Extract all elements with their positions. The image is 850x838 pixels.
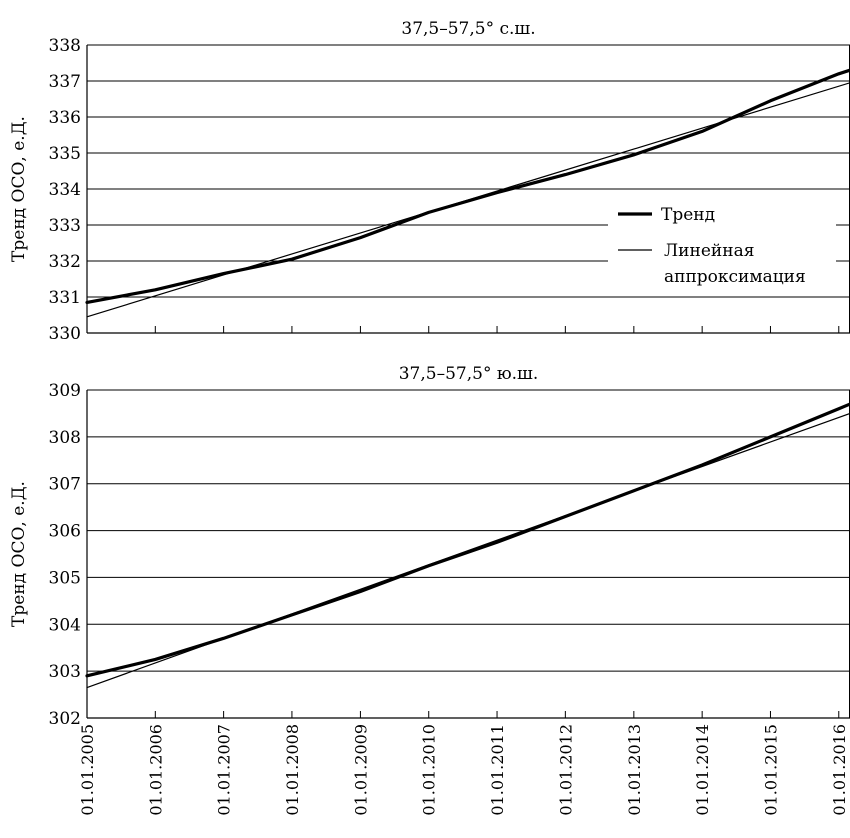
x-tick-label: 01.01.2005 bbox=[78, 724, 97, 816]
x-tick-label: 01.01.2007 bbox=[215, 724, 234, 816]
chart-panel-2: 37,5–57,5° ю.ш. 302 303 304 305 306 307 308 309 Т… bbox=[9, 364, 850, 816]
x-tick-label: 01.01.2008 bbox=[283, 724, 302, 816]
legend-label-linear-fit-line2: аппроксимация bbox=[664, 267, 806, 287]
panel-title: 37,5–57,5° с.ш. bbox=[401, 19, 535, 39]
y-tick-label: 332 bbox=[49, 252, 81, 272]
y-tick-label: 330 bbox=[49, 324, 81, 344]
chart-panel-1: 37,5–57,5° с.ш. 330 331 332 333 334 335 336 337 3… bbox=[9, 19, 850, 344]
legend: Тренд Линейная аппроксимация bbox=[608, 198, 836, 294]
x-tick-label: 01.01.2014 bbox=[693, 724, 712, 816]
series-line-linear-fit bbox=[86, 412, 850, 689]
y-tick-label: 309 bbox=[49, 381, 81, 401]
legend-label-linear-fit: Линейная bbox=[664, 241, 754, 261]
x-tick-label: 01.01.2010 bbox=[420, 724, 439, 816]
y-tick-label: 333 bbox=[49, 216, 81, 236]
x-tick-label: 01.01.2011 bbox=[488, 724, 507, 816]
y-tick-label: 338 bbox=[49, 36, 81, 56]
series-line-trend bbox=[85, 68, 850, 304]
x-tick-label: 01.01.2013 bbox=[625, 724, 644, 816]
y-tick-label: 304 bbox=[49, 615, 81, 635]
legend-label-trend: Тренд bbox=[661, 205, 715, 225]
x-tick-label: 01.01.2006 bbox=[146, 724, 165, 816]
y-tick-label: 302 bbox=[49, 709, 81, 729]
y-tick-label: 337 bbox=[49, 72, 81, 92]
series-line-trend bbox=[85, 402, 850, 678]
y-tick-label: 331 bbox=[49, 288, 81, 308]
y-tick-label: 305 bbox=[49, 568, 81, 588]
y-tick-label: 303 bbox=[49, 662, 81, 682]
y-tick-label: 335 bbox=[49, 144, 81, 164]
series-line-linear-fit bbox=[86, 82, 850, 318]
y-axis-label: Тренд ОСО, е.Д. bbox=[9, 116, 29, 262]
y-tick-label: 334 bbox=[49, 180, 81, 200]
y-tick-label: 306 bbox=[49, 522, 81, 542]
x-tick-label: 01.01.2009 bbox=[351, 724, 370, 816]
x-tick-label: 01.01.2016 bbox=[830, 724, 849, 816]
x-tick-label: 01.01.2015 bbox=[761, 724, 780, 816]
y-axis-label: Тренд ОСО, е.Д. bbox=[9, 481, 29, 627]
panel-title: 37,5–57,5° ю.ш. bbox=[399, 364, 539, 384]
x-tick-label: 01.01.2012 bbox=[556, 724, 575, 816]
y-tick-label: 308 bbox=[49, 428, 81, 448]
y-tick-label: 336 bbox=[49, 108, 81, 128]
y-tick-label: 307 bbox=[49, 475, 81, 495]
